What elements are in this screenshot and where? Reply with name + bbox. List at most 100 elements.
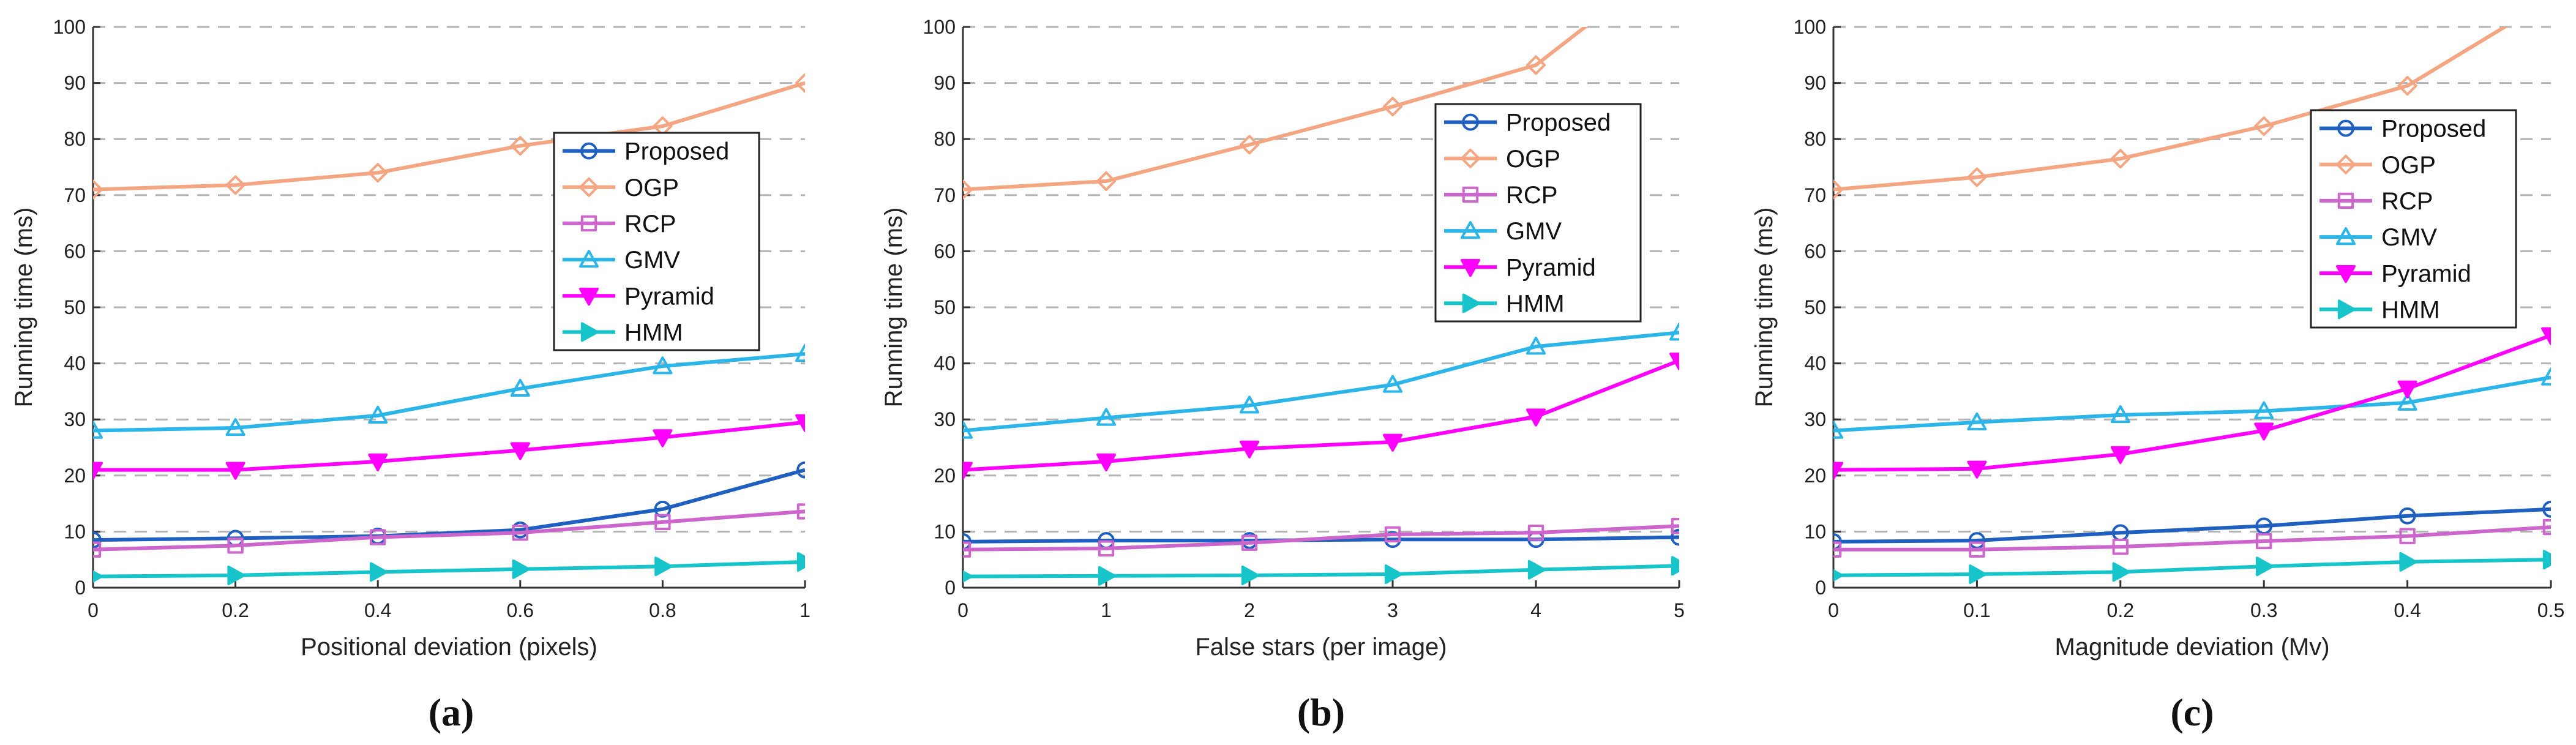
series-rcp	[1833, 519, 2551, 558]
legend-label: Pyramid	[1506, 254, 1596, 281]
data-point	[225, 462, 245, 480]
y-tick-label: 100	[1794, 16, 1826, 38]
data-point	[1384, 526, 1401, 543]
data-point	[796, 461, 805, 479]
legend-marker	[2337, 299, 2356, 320]
series-line	[93, 81, 805, 192]
data-point	[1383, 433, 1402, 452]
legend-box	[553, 132, 760, 351]
series-ogp	[1833, 27, 2509, 200]
legend-marker	[579, 250, 599, 268]
data-point	[1240, 135, 1259, 155]
legend-label: Pyramid	[2381, 260, 2471, 287]
x-tick-label: 0.2	[2107, 599, 2134, 621]
data-point	[227, 565, 245, 585]
legend-item: Proposed	[1444, 110, 1611, 137]
chart-panel-1: 0 10 20 30 40 50 60 70 80 90 100 0 0.2 0.4 0.6 0.8 1 Posi…	[10, 16, 811, 734]
x-tick-label: 0	[957, 599, 968, 621]
legend-label: OGP	[1506, 146, 1560, 173]
data-point	[2256, 533, 2272, 550]
data-point	[93, 541, 102, 558]
series-gmv	[1833, 367, 2551, 439]
legend-marker	[2337, 119, 2354, 137]
data-point	[1527, 560, 1546, 580]
y-axis-label: Running time (ms)	[10, 208, 37, 408]
legend-item: GMV	[563, 247, 680, 274]
y-tick-label: 0	[75, 577, 86, 599]
data-point	[1833, 541, 1842, 558]
y-axis-label: Running time (ms)	[880, 208, 907, 408]
y-tick-label: 100	[923, 16, 956, 38]
x-tick-label: 1	[799, 599, 811, 621]
series-hmm	[963, 556, 1679, 586]
legend-item: GMV	[1444, 218, 1562, 245]
x-axis-label: False stars (per image)	[1195, 634, 1447, 661]
data-point	[2399, 552, 2417, 572]
legend-item: OGP	[2320, 152, 2436, 179]
data-point	[1967, 412, 1987, 430]
x-tick-label: 0.8	[649, 599, 676, 621]
series-ogp	[963, 27, 1589, 200]
series-proposed	[1833, 500, 2551, 550]
data-point	[795, 414, 805, 432]
data-point	[2398, 507, 2416, 525]
legend-marker	[580, 215, 597, 232]
data-point	[653, 429, 673, 447]
data-point	[2256, 556, 2274, 577]
series-pyramid	[1833, 327, 2551, 480]
series-pyramid	[963, 352, 1679, 480]
data-point	[370, 562, 388, 582]
legend-item: Proposed	[563, 138, 729, 165]
legend-box	[2310, 109, 2517, 329]
series-gmv	[93, 344, 805, 439]
data-point	[2399, 528, 2416, 544]
data-point	[1241, 534, 1258, 551]
x-tick-label: 3	[1387, 599, 1398, 621]
legend-item: OGP	[1444, 146, 1560, 173]
y-tick-label: 70	[1804, 184, 1826, 206]
y-tick-label: 80	[1804, 128, 1826, 150]
y-tick-label: 50	[934, 296, 956, 318]
legend-item: RCP	[1444, 182, 1557, 209]
y-tick-label: 80	[934, 128, 956, 150]
series-line	[963, 359, 1679, 472]
data-point	[510, 378, 530, 397]
data-point	[2110, 405, 2130, 424]
data-point	[1833, 569, 1843, 582]
legend-label: Pyramid	[624, 283, 714, 310]
data-point	[654, 514, 671, 531]
series-line	[93, 468, 805, 542]
x-tick-label: 0.6	[507, 599, 534, 621]
legend-marker	[1461, 148, 1480, 168]
legend-label: OGP	[2381, 152, 2436, 179]
data-point	[1967, 167, 1987, 187]
data-point	[963, 462, 973, 480]
data-point	[1671, 518, 1679, 534]
data-point	[1527, 525, 1544, 541]
legend-marker	[579, 177, 599, 197]
x-tick-label: 0	[1828, 599, 1839, 621]
data-point	[1098, 540, 1115, 557]
legend-item: GMV	[2320, 224, 2437, 251]
data-point	[512, 525, 528, 541]
data-point	[93, 462, 103, 480]
series-line	[93, 560, 805, 578]
x-tick-label: 2	[1244, 599, 1255, 621]
x-tick-label: 0	[88, 599, 99, 621]
data-point	[2541, 327, 2551, 345]
data-point	[653, 356, 673, 375]
series-line	[963, 331, 1679, 433]
legend-item: Pyramid	[563, 283, 714, 310]
data-point	[1833, 179, 1843, 200]
data-point	[2254, 401, 2274, 419]
panel-caption: (a)	[429, 691, 474, 734]
data-point	[2542, 519, 2551, 536]
y-tick-label: 20	[1804, 465, 1826, 487]
data-point	[1096, 408, 1116, 426]
x-tick-label: 0.4	[2394, 599, 2421, 621]
series-hmm	[1833, 550, 2551, 585]
legend-item: HMM	[1444, 290, 1565, 317]
data-point	[370, 529, 386, 545]
legend-item: Pyramid	[1444, 254, 1596, 281]
legend-label: GMV	[1506, 218, 1562, 245]
